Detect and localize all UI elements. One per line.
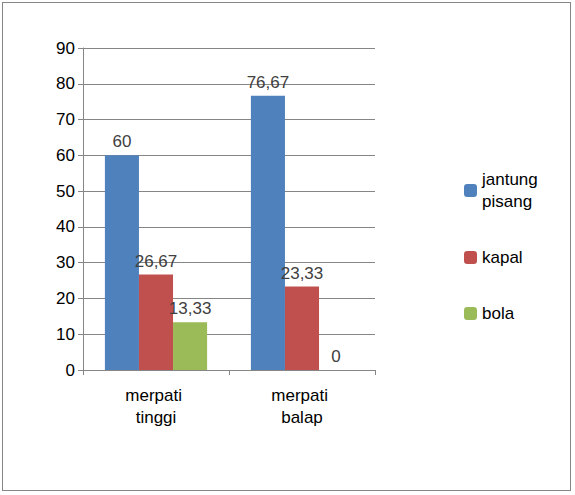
svg-text:30: 30 [56,253,75,272]
svg-text:balap: balap [281,408,323,427]
svg-text:20: 20 [56,289,75,308]
svg-text:pisang: pisang [482,192,532,211]
svg-text:13,33: 13,33 [169,299,212,318]
svg-text:kapal: kapal [482,248,523,267]
svg-text:70: 70 [56,110,75,129]
svg-text:50: 50 [56,182,75,201]
svg-text:90: 90 [56,39,75,58]
svg-text:tinggi: tinggi [136,408,177,427]
svg-text:23,33: 23,33 [281,264,324,283]
svg-text:merpati: merpati [271,386,332,405]
svg-text:60: 60 [56,146,75,165]
svg-text:jantung: jantung [481,170,543,189]
svg-text:merpati: merpati [125,386,186,405]
svg-text:0: 0 [331,347,340,366]
svg-text:26,67: 26,67 [135,252,178,271]
svg-text:76,67: 76,67 [247,73,290,92]
svg-text:80: 80 [56,74,75,93]
svg-text:0: 0 [66,361,75,380]
svg-text:bola: bola [482,304,515,323]
svg-text:60: 60 [112,132,131,151]
svg-text:40: 40 [56,217,75,236]
svg-text:10: 10 [56,325,75,344]
